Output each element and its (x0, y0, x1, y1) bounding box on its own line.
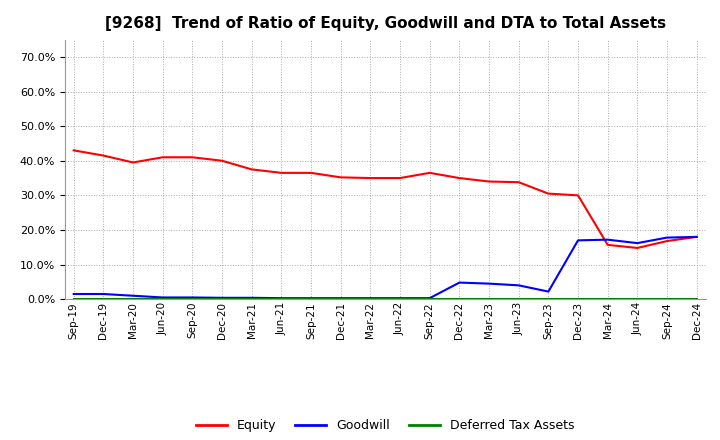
Title: [9268]  Trend of Ratio of Equity, Goodwill and DTA to Total Assets: [9268] Trend of Ratio of Equity, Goodwil… (104, 16, 666, 32)
Legend: Equity, Goodwill, Deferred Tax Assets: Equity, Goodwill, Deferred Tax Assets (191, 414, 580, 437)
